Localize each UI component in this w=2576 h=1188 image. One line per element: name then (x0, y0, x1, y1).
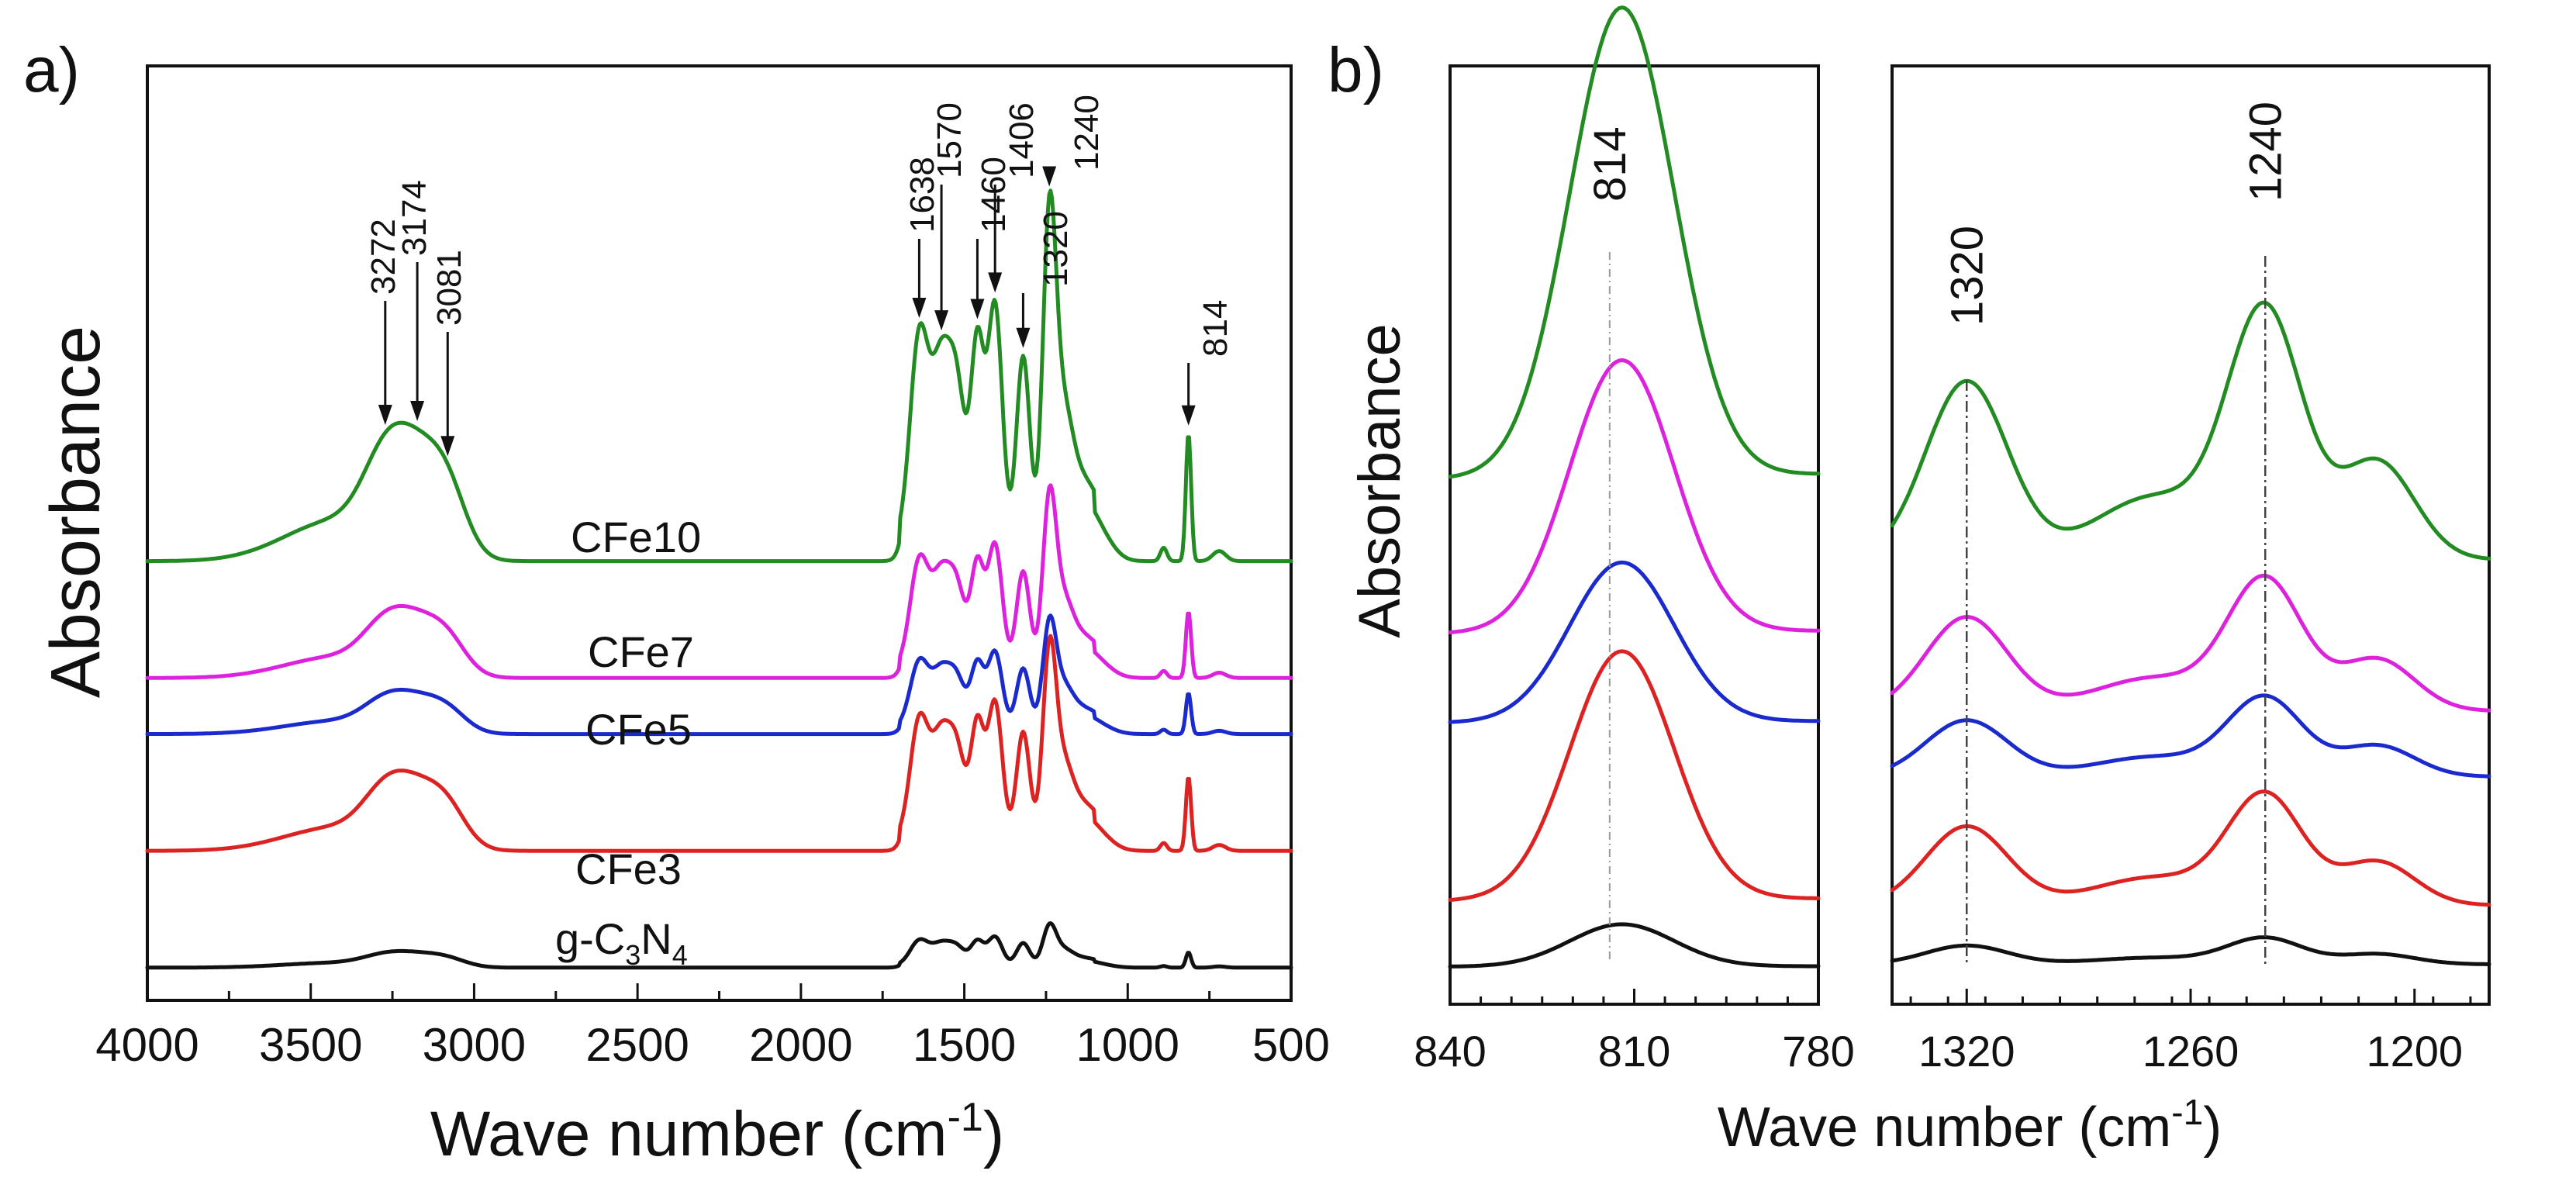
peak-label: 814 (1585, 126, 1635, 202)
series-line-g-c3n4 (145, 921, 1293, 970)
panel-a-series (145, 188, 1293, 970)
series-line-cfe10 (1890, 300, 2491, 561)
peak-label: 1638 (903, 157, 941, 233)
peak-label: 1240 (1068, 95, 1106, 171)
panel-a-xlabel: Wave number (cm-1) (430, 1095, 1004, 1169)
peak-arrowhead (912, 298, 927, 319)
panel-b-left-x-ticks: 840 810 780 (1414, 989, 1855, 1076)
peak-arrowhead (934, 310, 949, 331)
peak-label: 1570 (931, 102, 969, 178)
series-line-cfe7 (1448, 358, 1821, 634)
x-tick-label: 780 (1782, 1027, 1854, 1076)
x-tick-label: 1000 (1076, 1019, 1179, 1071)
x-tick-label: 1200 (2366, 1027, 2463, 1076)
peak-arrowhead (1181, 405, 1196, 426)
panel-b-right-frame (1891, 64, 2491, 1006)
panel-b-ylabel: Absorbance (1347, 323, 1413, 638)
x-tick-label: 2500 (585, 1019, 689, 1071)
peak-arrowhead (440, 436, 455, 457)
series-line-cfe3 (1448, 649, 1821, 902)
x-tick-label: 500 (1252, 1019, 1330, 1071)
x-tick-label: 1260 (2143, 1027, 2239, 1076)
series-line-cfe5 (145, 613, 1293, 737)
panel-a-label: a) (23, 35, 80, 105)
series-line-cfe7 (1890, 573, 2491, 713)
peak-label: 1460 (975, 157, 1013, 233)
panel-b-label: b) (1328, 35, 1384, 105)
x-tick-label: 810 (1598, 1027, 1670, 1076)
panel-b-left-series (1448, 5, 1821, 969)
peak-arrowhead (1042, 166, 1057, 187)
peak-label: 3272 (364, 219, 402, 295)
series-line-cfe3 (1890, 789, 2491, 907)
x-tick-label: 3500 (259, 1019, 362, 1071)
series-label-cfe7: CFe7 (588, 627, 694, 676)
peak-label: 1406 (1003, 102, 1041, 178)
panel-a-x-ticks: 4000 3500 3000 2500 2000 1500 1000 500 (95, 983, 1330, 1071)
series-label-cfe5: CFe5 (585, 705, 692, 754)
series-line-g-c3n4 (1890, 935, 2491, 966)
panel-b-right-peak-annotations: 1320 1240 (1942, 102, 2291, 965)
panel-b: b) Absorbance 840 810 780 814 1320 1260 1200… (1328, 5, 2491, 1159)
panel-b-left-peak-annotations: 814 (1585, 126, 1635, 962)
peak-label: 3081 (430, 250, 468, 326)
series-line-cfe7 (145, 483, 1293, 680)
x-tick-label: 840 (1414, 1027, 1486, 1076)
panel-b-xlabel: Wave number (cm-1) (1718, 1092, 2222, 1159)
peak-arrowhead (988, 272, 1003, 293)
panel-b-right-series (1890, 300, 2491, 966)
peak-arrowhead (378, 404, 392, 425)
series-line-cfe10 (145, 188, 1293, 564)
peak-arrowhead (970, 299, 985, 319)
x-tick-label: 3000 (423, 1019, 526, 1071)
peak-label: 1320 (1037, 211, 1075, 287)
series-label-cfe10: CFe10 (571, 513, 701, 561)
x-tick-label: 2000 (749, 1019, 852, 1071)
peak-label: 3174 (395, 180, 433, 256)
panel-a-frame (146, 64, 1293, 1002)
peak-arrowhead (1016, 327, 1031, 348)
peak-arrowhead (410, 400, 425, 421)
series-label-gc3n4: g-C3N4 (555, 914, 688, 971)
series-line-cfe5 (1890, 693, 2491, 779)
panel-a: a) Absorbance 4000 3500 3000 2500 2000 1500 10… (23, 35, 1330, 1169)
series-line-cfe3 (145, 634, 1293, 853)
series-label-cfe3: CFe3 (575, 844, 682, 893)
x-tick-label: 4000 (95, 1019, 199, 1071)
series-line-cfe5 (1448, 560, 1821, 724)
peak-label: 1320 (1942, 226, 1992, 326)
panel-a-ylabel: Absorbance (37, 326, 115, 698)
series-line-cfe10 (1448, 5, 1821, 479)
x-tick-label: 1500 (913, 1019, 1016, 1071)
x-tick-label: 1320 (1918, 1027, 2015, 1076)
series-line-g-c3n4 (1448, 922, 1821, 969)
peak-label: 1240 (2240, 102, 2291, 202)
panel-b-left-frame (1449, 64, 1820, 1006)
panel-b-right-x-ticks: 1320 1260 1200 (1909, 989, 2472, 1076)
peak-label: 814 (1196, 300, 1234, 357)
